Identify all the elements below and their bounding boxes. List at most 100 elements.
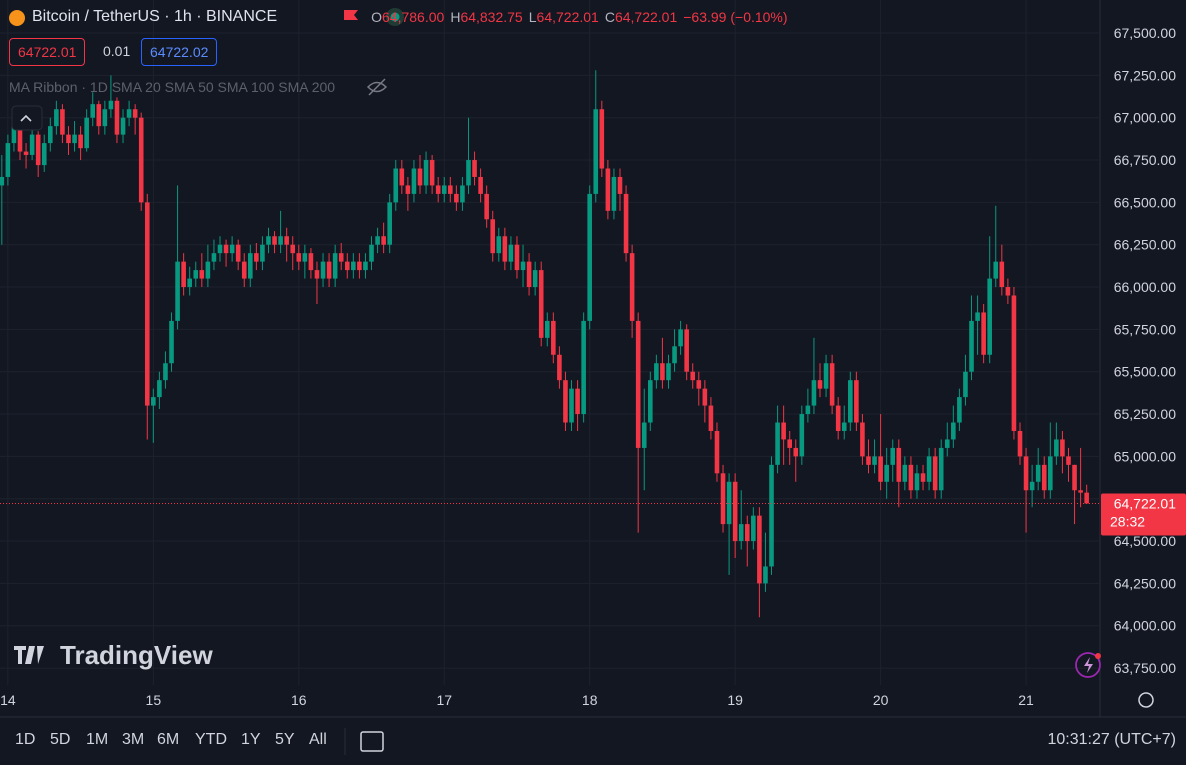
x-tick-label: 15 xyxy=(146,692,162,708)
candle-body xyxy=(835,405,841,431)
candle-body xyxy=(902,464,908,482)
ohlc-item: H 64,832.75 xyxy=(450,9,522,25)
candle-body xyxy=(896,447,902,482)
candle-body xyxy=(629,253,635,321)
candle-body xyxy=(514,244,520,271)
indicator-name[interactable]: MA Ribbon xyxy=(9,79,78,95)
grid xyxy=(0,0,1100,685)
candle-body xyxy=(381,236,386,245)
y-tick-label: 66,500.00 xyxy=(1114,194,1176,210)
range-button[interactable]: YTD xyxy=(195,731,227,748)
range-button[interactable]: 1M xyxy=(86,731,109,748)
candle-body xyxy=(981,312,986,355)
candle-body xyxy=(502,236,508,262)
candle-body xyxy=(738,524,744,542)
candle-body xyxy=(496,236,502,254)
candle-body xyxy=(538,270,544,338)
candle-body xyxy=(581,320,586,415)
candle-body xyxy=(460,185,465,203)
candle-body xyxy=(1041,464,1047,491)
candle-body xyxy=(781,422,786,440)
range-button[interactable]: All xyxy=(309,731,327,748)
candle-body xyxy=(1048,456,1053,491)
candle-body xyxy=(593,109,599,194)
candle-body xyxy=(872,456,877,465)
ohlc-values: O 64,786.00 H 64,832.75 L 64,722.01 C 64,722.01 xyxy=(371,9,677,25)
candle-body xyxy=(957,397,962,423)
btc-icon xyxy=(9,10,25,26)
watermark: TradingView xyxy=(60,640,213,670)
sell-button[interactable]: 64722.01 xyxy=(9,38,86,66)
candle-body xyxy=(660,363,665,381)
candle-body xyxy=(1054,439,1059,457)
symbol[interactable]: Bitcoin / TetherUS · 1h · BINANCE xyxy=(32,8,278,25)
candle-body xyxy=(23,151,29,155)
candle-body xyxy=(175,261,180,321)
range-button[interactable]: 3M xyxy=(122,731,145,748)
candle-body xyxy=(1066,456,1071,465)
candle-body xyxy=(938,447,944,491)
candle-body xyxy=(120,117,126,135)
settings-button[interactable] xyxy=(1138,692,1154,708)
hide-icon[interactable] xyxy=(366,78,388,96)
candle-body xyxy=(793,447,799,457)
candle-body xyxy=(569,388,574,423)
y-tick-label: 66,250.00 xyxy=(1114,237,1176,253)
candle-body xyxy=(351,261,356,271)
candle-body xyxy=(454,193,459,203)
x-tick-label: 17 xyxy=(436,692,452,708)
candle-body xyxy=(1084,492,1089,504)
candle-body xyxy=(860,422,865,457)
candle-body xyxy=(884,464,889,482)
candle-body xyxy=(344,261,350,271)
y-tick-label: 64,500.00 xyxy=(1114,533,1176,549)
y-tick-label: 66,750.00 xyxy=(1114,152,1176,168)
candle-body xyxy=(532,270,538,288)
range-button[interactable]: 6M xyxy=(157,731,180,748)
candle-body xyxy=(48,126,53,144)
lightning-button[interactable] xyxy=(1075,652,1101,678)
candle-body xyxy=(757,515,762,584)
range-button[interactable]: 5Y xyxy=(275,731,295,748)
candle-body xyxy=(290,244,296,254)
candle-body xyxy=(557,354,562,381)
candle-body xyxy=(975,312,980,321)
ohlc-value: 64,722.01 xyxy=(614,9,678,25)
candle-body xyxy=(635,320,641,448)
range-button[interactable]: 1D xyxy=(15,731,36,748)
candle-body xyxy=(920,473,926,482)
candle-body xyxy=(423,160,429,186)
date-range-button[interactable] xyxy=(360,731,384,752)
candle-body xyxy=(817,380,823,389)
candle-body xyxy=(1078,490,1083,493)
candle-body xyxy=(805,405,811,415)
candle-body xyxy=(108,100,114,110)
candle-body xyxy=(599,109,605,169)
candle-body xyxy=(326,261,332,279)
candle-body xyxy=(914,473,920,491)
candle-body xyxy=(417,168,423,186)
range-button[interactable]: 5D xyxy=(50,731,71,748)
x-tick-label: 18 xyxy=(582,692,598,708)
y-tick-label: 65,250.00 xyxy=(1114,406,1176,422)
y-tick-label: 65,750.00 xyxy=(1114,321,1176,337)
candle-body xyxy=(181,261,186,288)
countdown-label: 28:32 xyxy=(1110,513,1145,529)
candle-body xyxy=(314,270,320,279)
buy-button[interactable]: 64722.02 xyxy=(141,38,218,66)
candle-body xyxy=(623,193,629,254)
candle-body xyxy=(144,202,150,406)
candle-body xyxy=(520,261,526,271)
candle-body xyxy=(260,244,265,262)
candle-body xyxy=(769,464,774,567)
y-tick-label: 65,500.00 xyxy=(1114,364,1176,380)
candle-body xyxy=(702,388,708,406)
candle-body xyxy=(1005,287,1011,296)
candle-body xyxy=(399,168,405,186)
candle-body xyxy=(169,320,174,364)
candle-body xyxy=(187,278,192,288)
range-button[interactable]: 1Y xyxy=(241,731,261,748)
candle-body xyxy=(357,261,362,271)
candle-body xyxy=(787,439,792,448)
candle-body xyxy=(763,566,768,584)
